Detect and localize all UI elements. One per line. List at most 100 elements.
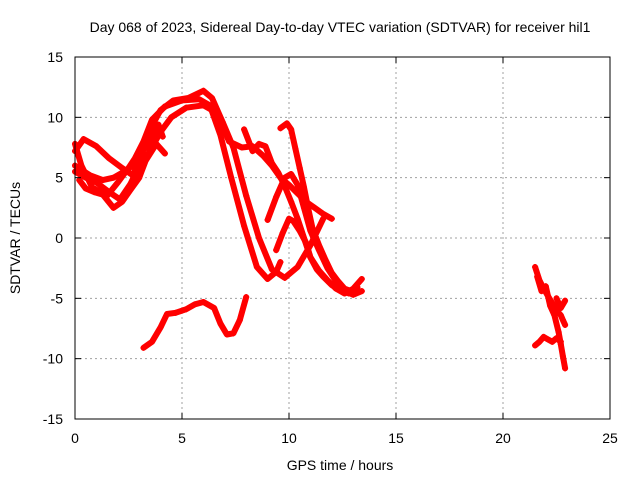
- data-point: [136, 150, 143, 157]
- data-point: [185, 95, 192, 102]
- data-point: [213, 109, 220, 116]
- data-point: [322, 256, 329, 263]
- data-point: [140, 344, 147, 351]
- data-point: [208, 95, 215, 102]
- data-point: [288, 171, 295, 178]
- y-tick-label: 0: [55, 230, 63, 246]
- data-point: [129, 162, 136, 169]
- data-point: [296, 165, 303, 172]
- data-point: [264, 216, 271, 223]
- data-point: [149, 122, 156, 129]
- data-point: [311, 204, 318, 211]
- data-point: [279, 230, 286, 237]
- data-point: [559, 353, 566, 360]
- data-point: [86, 172, 93, 179]
- data-point: [217, 132, 224, 139]
- data-point: [320, 210, 327, 217]
- grid-lines: [75, 57, 610, 419]
- data-point: [542, 283, 549, 290]
- data-point: [532, 342, 539, 349]
- data-point: [292, 145, 299, 152]
- data-point: [110, 204, 117, 211]
- data-point: [294, 215, 301, 222]
- data-point: [562, 297, 569, 304]
- data-point: [553, 295, 560, 302]
- data-point: [534, 273, 541, 280]
- data-point: [544, 336, 551, 343]
- data-point: [358, 276, 365, 283]
- data-point: [309, 225, 316, 232]
- data-point: [211, 304, 218, 311]
- data-point: [260, 152, 267, 159]
- data-point: [562, 321, 569, 328]
- x-tick-label: 15: [388, 430, 404, 446]
- series-track-10: [140, 294, 250, 351]
- data-point: [290, 218, 297, 225]
- data-point: [335, 278, 342, 285]
- data-point: [191, 301, 198, 308]
- data-point: [183, 306, 190, 313]
- data-point: [226, 138, 233, 145]
- data-point: [277, 125, 284, 132]
- data-point: [93, 143, 100, 150]
- y-tick-label: -15: [43, 411, 63, 427]
- data-point: [114, 179, 121, 186]
- data-point: [557, 304, 564, 311]
- series-track-5: [72, 121, 166, 184]
- data-series: [72, 87, 569, 372]
- data-point: [288, 126, 295, 133]
- data-point: [170, 97, 177, 104]
- data-point: [238, 144, 245, 151]
- data-point: [161, 150, 168, 157]
- series-track-13: [532, 333, 564, 349]
- x-tick-label: 10: [281, 430, 297, 446]
- data-point: [341, 285, 348, 292]
- data-point: [223, 331, 230, 338]
- data-point: [168, 114, 175, 121]
- x-axis-label: GPS time / hours: [287, 457, 394, 473]
- data-point: [253, 263, 260, 270]
- y-tick-label: 10: [47, 109, 63, 125]
- data-point: [557, 312, 564, 319]
- data-point: [262, 143, 269, 150]
- data-point: [164, 311, 171, 318]
- data-point: [82, 185, 89, 192]
- x-tick-labels: 0 5 10 15 20 25: [71, 430, 618, 446]
- data-point: [532, 263, 539, 270]
- data-point: [249, 148, 256, 155]
- data-point: [540, 333, 547, 340]
- data-point: [268, 266, 275, 273]
- data-point: [183, 104, 190, 111]
- data-point: [315, 242, 322, 249]
- data-point: [157, 107, 164, 114]
- data-point: [110, 174, 117, 181]
- data-point: [243, 294, 250, 301]
- data-point: [155, 121, 162, 128]
- data-point: [294, 181, 301, 188]
- data-point: [300, 184, 307, 191]
- data-point: [288, 198, 295, 205]
- data-point: [320, 273, 327, 280]
- y-tick-label: 5: [55, 170, 63, 186]
- series-track-9: [277, 120, 361, 295]
- data-point: [243, 192, 250, 199]
- x-tick-label: 0: [71, 430, 79, 446]
- data-point: [121, 168, 128, 175]
- data-point: [551, 312, 558, 319]
- data-point: [236, 317, 243, 324]
- data-point: [275, 169, 282, 176]
- data-point: [296, 227, 303, 234]
- data-point: [303, 239, 310, 246]
- y-tick-label: 15: [47, 49, 63, 65]
- y-tick-labels: -15 -10 -5 0 5 10 15: [43, 49, 63, 427]
- data-point: [241, 222, 248, 229]
- data-point: [555, 329, 562, 336]
- data-point: [538, 288, 545, 295]
- data-point: [230, 330, 237, 337]
- data-point: [196, 96, 203, 103]
- data-point: [305, 206, 312, 213]
- data-point: [142, 157, 149, 164]
- data-point: [200, 87, 207, 94]
- axis-ticks: [74, 56, 611, 420]
